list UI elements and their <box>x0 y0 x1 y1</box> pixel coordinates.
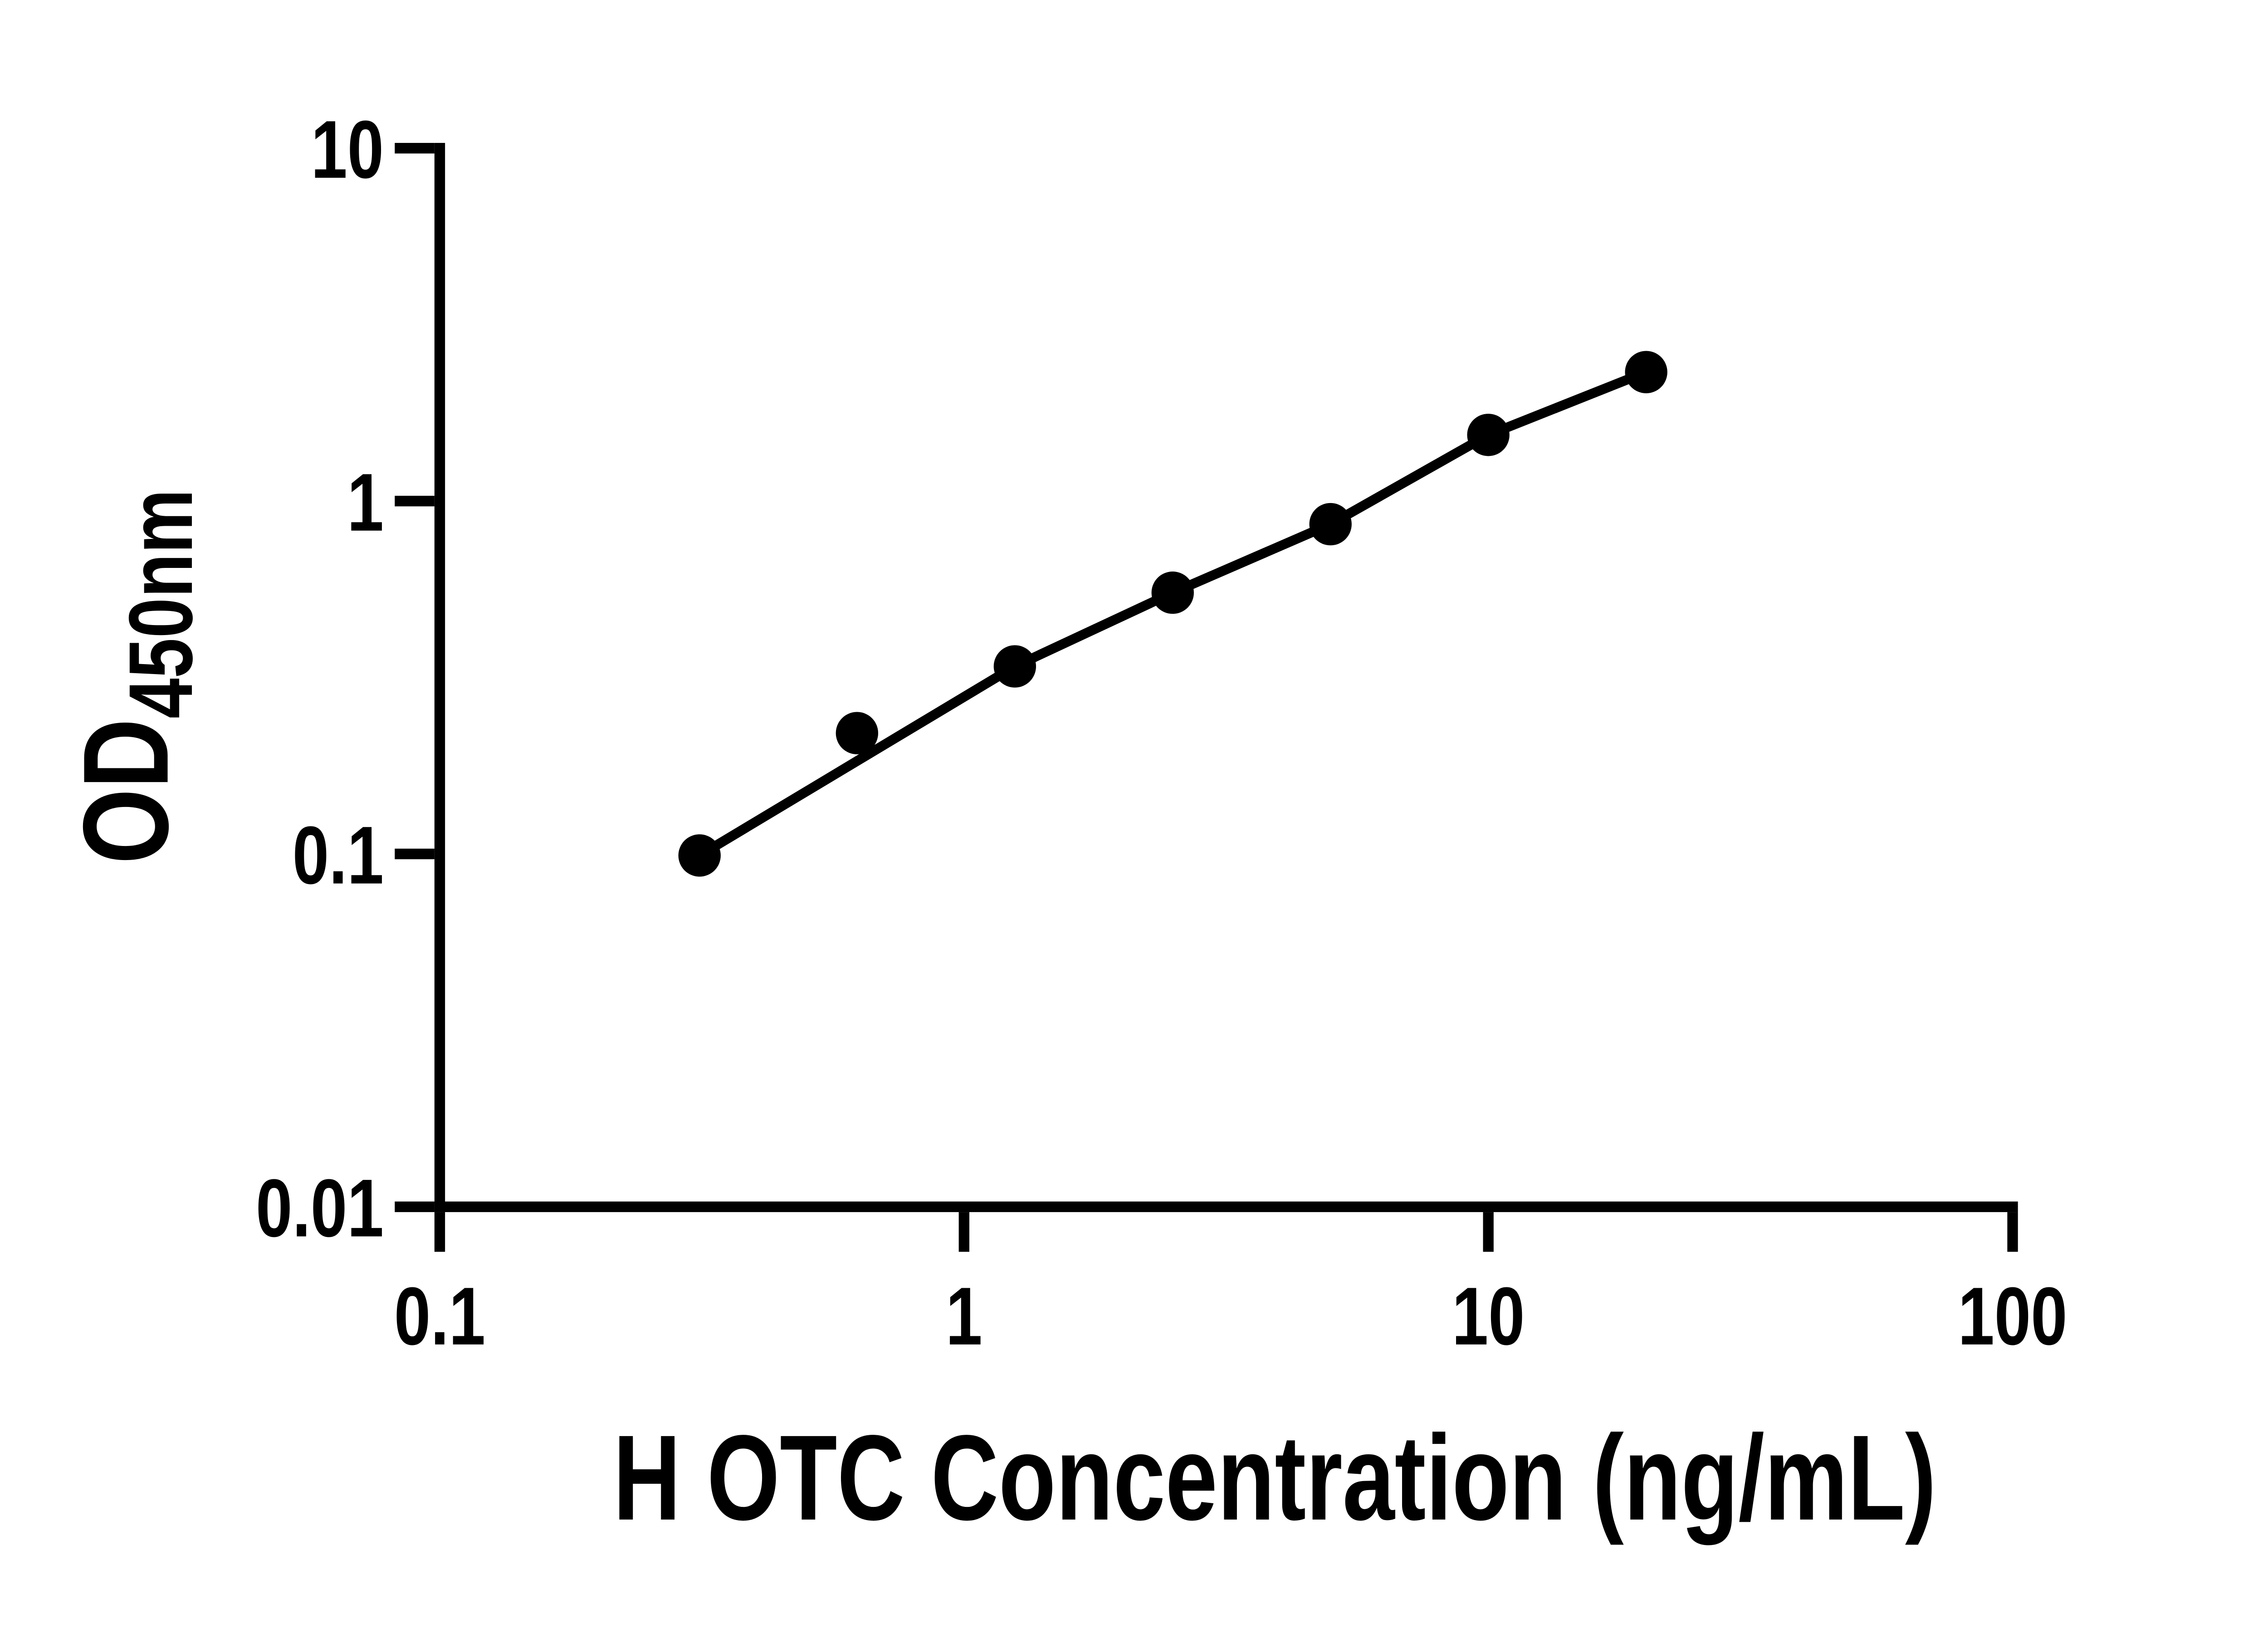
x-tick-label: 10 <box>1452 1271 1525 1362</box>
x-axis-title: H OTC Concentration (ng/mL) <box>613 1410 1936 1546</box>
x-tick-label: 1 <box>946 1271 982 1362</box>
y-tick <box>395 848 435 860</box>
data-point-marker <box>1467 414 1510 456</box>
x-tick <box>1483 1212 1494 1252</box>
y-axis-title-base: OD <box>58 719 194 864</box>
y-tick-label: 0.1 <box>293 810 384 901</box>
y-tick <box>395 495 435 507</box>
y-tick-label: 10 <box>311 104 384 196</box>
data-point-marker <box>1625 351 1667 393</box>
data-point-marker <box>993 645 1036 688</box>
data-point-marker <box>678 834 721 877</box>
x-axis-line <box>434 1201 2018 1213</box>
data-point-marker <box>836 712 879 754</box>
y-tick-label: 1 <box>347 457 384 548</box>
fit-line <box>694 367 1651 861</box>
figure: 0.01 0.1 1 10 0.1 1 10 100 H OTC Concentration … <box>58 103 2068 1546</box>
y-axis-title: OD450nm <box>58 489 211 864</box>
data-point-marker <box>1309 503 1352 546</box>
y-axis-line <box>434 143 445 1213</box>
y-tick <box>395 1201 435 1213</box>
series-layer <box>678 351 1667 877</box>
x-tick-label: 100 <box>1958 1271 2067 1362</box>
data-point-marker <box>1151 571 1194 614</box>
ticks-layer <box>395 143 2018 1252</box>
y-tick <box>395 143 435 154</box>
x-tick <box>958 1212 969 1252</box>
x-tick <box>434 1212 445 1252</box>
y-axis-title-subscript: 450nm <box>111 489 211 719</box>
x-tick <box>2007 1212 2018 1252</box>
axes-layer <box>434 143 2018 1213</box>
y-tick-label: 0.01 <box>256 1163 384 1254</box>
x-tick-label: 0.1 <box>394 1271 485 1362</box>
